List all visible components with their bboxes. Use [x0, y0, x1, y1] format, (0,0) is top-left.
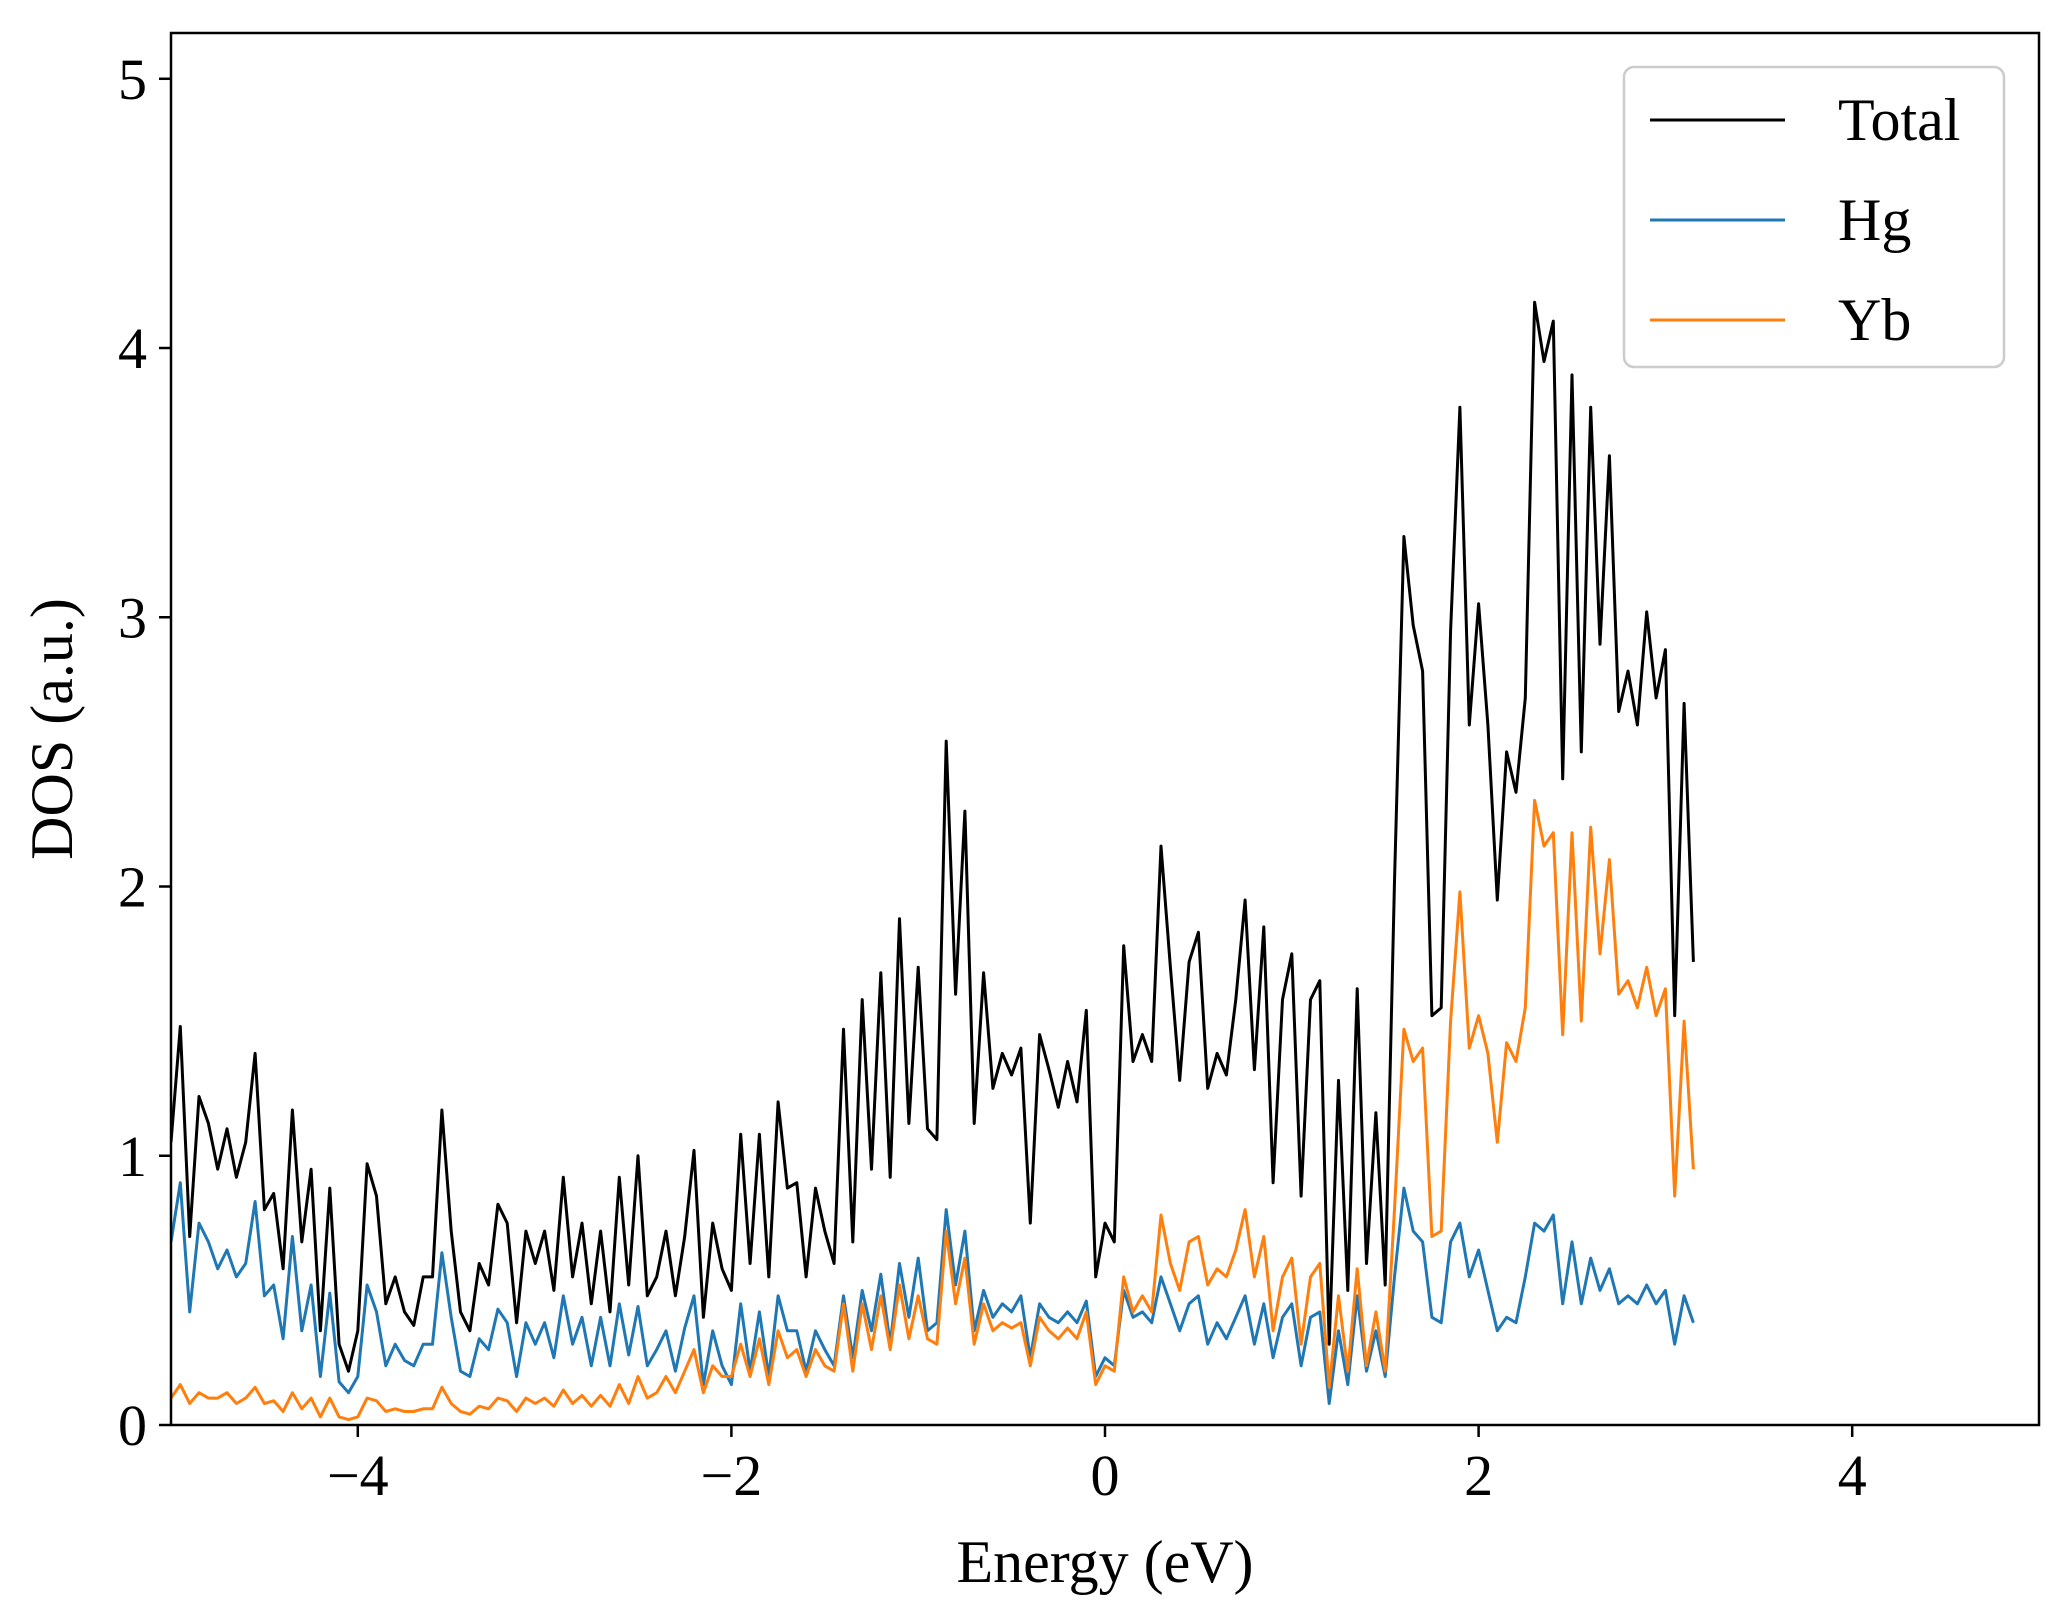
x-axis-label: Energy (eV) [956, 1529, 1253, 1595]
y-tick-label: 0 [118, 1393, 147, 1458]
series-line-yb [171, 798, 1695, 1422]
x-axis: −4 −2 0 2 4 [327, 1425, 1867, 1508]
y-tick-label: 1 [118, 1124, 147, 1189]
x-tick-label: 0 [1091, 1443, 1120, 1508]
y-tick-label: 4 [118, 316, 147, 381]
x-tick-label: −2 [701, 1443, 763, 1508]
y-tick-label: 5 [118, 47, 147, 112]
legend-label-yb: Yb [1838, 287, 1911, 353]
legend: Total Hg Yb [1622, 65, 2006, 369]
series-line-hg [171, 1181, 1695, 1405]
y-axis: 0 1 2 3 4 5 [118, 47, 171, 1458]
legend-label-hg: Hg [1838, 187, 1911, 253]
y-tick-label: 2 [118, 855, 147, 920]
series-layer [171, 300, 1695, 1422]
y-tick-label: 3 [118, 585, 147, 650]
legend-label-total: Total [1838, 87, 1960, 153]
series-line-total [171, 300, 1695, 1373]
x-tick-label: −4 [327, 1443, 389, 1508]
x-tick-label: 4 [1838, 1443, 1867, 1508]
legend-box [1622, 65, 2006, 369]
x-tick-label: 2 [1464, 1443, 1493, 1508]
y-axis-label: DOS (a.u.) [19, 598, 85, 860]
